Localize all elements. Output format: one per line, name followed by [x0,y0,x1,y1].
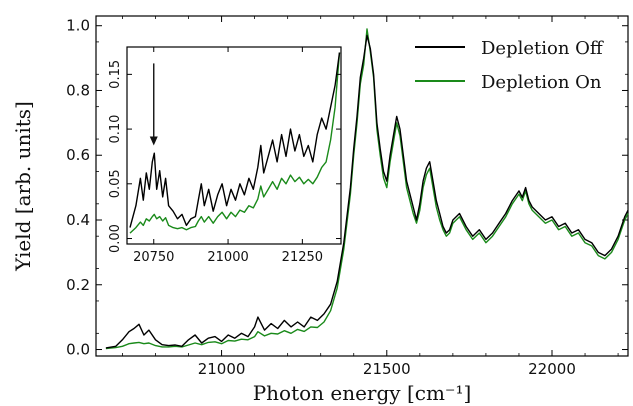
y-tick-label: 0.2 [66,276,90,294]
inset-series-lines [129,52,341,234]
y-tick-label: 0.8 [66,81,90,99]
inset-y-tick-label: 0.10 [108,115,123,144]
y-tick-label: 0.4 [66,211,90,229]
x-tick-label: 22000 [528,360,576,378]
main-series-lines [105,28,629,350]
inset-plot: 20750 21000 21250 0.00 0.05 0.10 0.15 [108,46,342,265]
main-plot: 21000 21500 22000 0.0 0.2 0.4 0.6 0.8 1.0 Photon… [11,15,629,405]
inset-x-tick-label: 20750 [133,250,174,265]
inset-background [127,47,341,244]
series-line-depletion-off [105,34,629,349]
inset-y-tick-label: 0.15 [108,60,123,89]
legend-label-depletion-on: Depletion On [481,72,602,93]
x-axis-label: Photon energy [cm⁻¹] [253,381,472,405]
y-tick-label: 0.6 [66,146,90,164]
inset-tick-labels: 20750 21000 21250 0.00 0.05 0.10 0.15 [108,60,323,265]
legend-label-depletion-off: Depletion Off [481,38,604,59]
y-tick-label: 1.0 [66,17,90,35]
inset-x-tick-label: 21000 [207,250,248,265]
main-tick-labels: 21000 21500 22000 0.0 0.2 0.4 0.6 0.8 1.0 [66,17,576,378]
inset-y-tick-label: 0.00 [108,224,123,253]
arrow-head [149,136,158,146]
y-axis-label: Yield [arb. units] [11,101,35,272]
inset-axis-ticks [127,47,341,244]
x-tick-label: 21000 [198,360,246,378]
inset-plot-frame [126,46,342,245]
series-line-depletion-on [105,28,629,350]
inset-x-tick-label: 21250 [282,250,323,265]
inset-series-line-depletion-off [129,52,341,228]
x-tick-label: 21500 [363,360,411,378]
inset-y-tick-label: 0.05 [108,169,123,198]
y-tick-label: 0.0 [66,341,90,359]
inset-series-line-depletion-on [129,52,341,234]
main-plot-frame [95,15,629,357]
inset-arrow-annotation [149,63,158,146]
legend: Depletion Off Depletion On [415,38,604,93]
